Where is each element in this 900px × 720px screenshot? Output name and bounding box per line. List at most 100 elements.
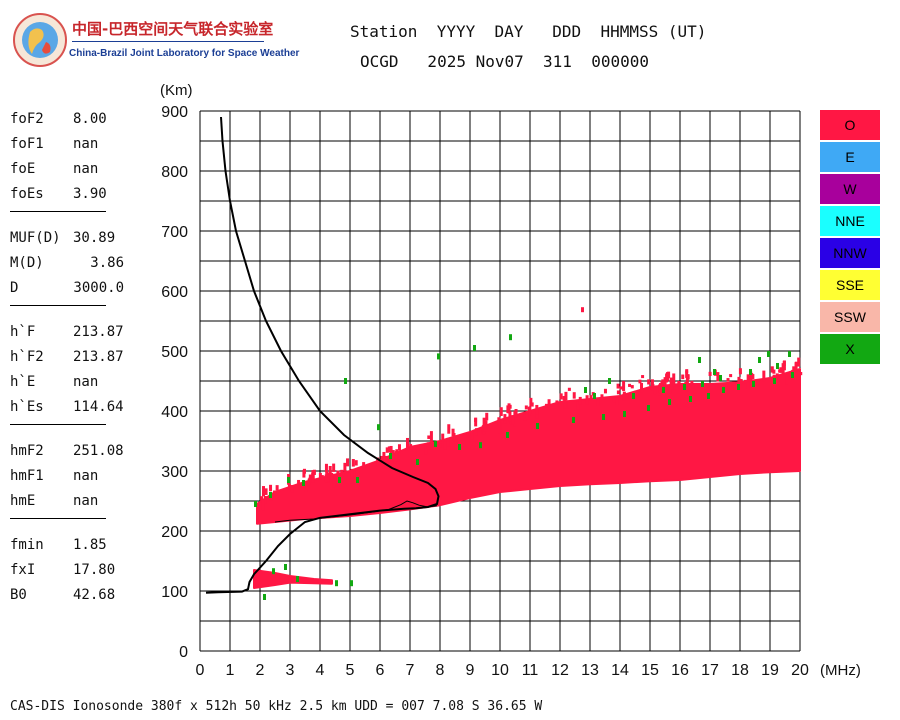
o-mode-echo xyxy=(441,433,445,442)
legend-item-o: O xyxy=(820,110,880,140)
o-mode-echo xyxy=(351,459,355,467)
o-mode-echo xyxy=(474,428,478,436)
x-mode-echo xyxy=(296,576,299,582)
x-mode-echo xyxy=(701,381,704,387)
x-tick-label: 9 xyxy=(466,662,475,679)
x-tick-label: 11 xyxy=(522,662,539,679)
x-mode-echo xyxy=(389,453,392,459)
x-mode-echo xyxy=(254,501,257,507)
plot-axes: 0 1 2 3 4 5 6 7 8 9 10 11 12 13 14 15 16 17 18 19 2001002003… xyxy=(161,104,809,679)
o-mode-echo xyxy=(544,403,548,408)
scaled-trace-line xyxy=(274,500,438,523)
o-mode-echo xyxy=(528,406,532,414)
x-mode-echo xyxy=(632,393,635,399)
x-mode-echo xyxy=(458,444,461,450)
o-mode-echo xyxy=(691,384,695,389)
o-mode-echo xyxy=(716,372,720,382)
plot-grid xyxy=(199,110,801,652)
o-mode-echo xyxy=(616,383,620,389)
o-mode-echo xyxy=(603,388,607,394)
y-tick-label: 600 xyxy=(161,284,188,301)
param-row-mufd: MUF(D) 30.89 xyxy=(10,230,116,246)
param-row-foEs: foEs 3.90 xyxy=(10,186,107,202)
y-tick-label: 800 xyxy=(161,164,188,181)
o-mode-echo xyxy=(562,395,566,401)
o-mode-echo xyxy=(779,367,783,373)
o-mode-echo xyxy=(485,412,489,421)
x-mode-echo xyxy=(737,384,740,390)
o-mode-echo xyxy=(737,376,741,382)
o-mode-echo xyxy=(413,449,417,456)
legend-item-nnw: NNW xyxy=(820,238,880,268)
o-mode-echo xyxy=(320,475,324,479)
o-mode-echo xyxy=(596,399,600,406)
x-mode-echo xyxy=(713,369,716,375)
o-mode-echo xyxy=(446,437,450,447)
o-mode-echo xyxy=(511,415,515,425)
y-tick-label: 400 xyxy=(161,404,188,421)
o-mode-echo xyxy=(638,379,642,384)
x-mode-echo xyxy=(593,393,596,399)
y-tick-label: 0 xyxy=(179,644,188,661)
x-axis-label: (MHz) xyxy=(820,662,861,679)
o-mode-echo xyxy=(482,417,486,426)
o-mode-echo xyxy=(307,478,311,486)
x-mode-echo xyxy=(338,477,341,483)
y-tick-label: 300 xyxy=(161,464,188,481)
x-mode-echo xyxy=(722,387,725,393)
o-mode-echo xyxy=(772,369,776,374)
o-mode-echo xyxy=(708,383,712,390)
o-mode-echo xyxy=(653,387,657,395)
o-mode-echo xyxy=(770,366,774,373)
o-mode-echo xyxy=(647,379,651,385)
o-mode-echo xyxy=(275,485,279,491)
o-mode-echo xyxy=(305,481,309,489)
o-mode-echo xyxy=(530,402,534,407)
o-mode-echo xyxy=(589,395,593,399)
x-mode-echo xyxy=(350,580,353,587)
o-mode-echo xyxy=(261,499,265,511)
o-mode-echo xyxy=(483,422,487,432)
x-mode-echo xyxy=(791,372,794,378)
x-tick-label: 8 xyxy=(436,662,445,679)
o-mode-echo xyxy=(685,374,689,385)
o-mode-echo xyxy=(328,465,332,476)
o-mode-echo xyxy=(385,447,389,453)
param-row-d: D 3000.0 xyxy=(10,280,124,296)
param-row-hmf2: hmF2 251.08 xyxy=(10,443,124,459)
x-mode-echo xyxy=(479,442,482,449)
param-row-hme: hmE nan xyxy=(10,493,99,509)
o-mode-echo xyxy=(264,488,268,495)
o-mode-echo xyxy=(708,371,712,376)
x-tick-label: 15 xyxy=(641,662,659,679)
x-mode-echo xyxy=(602,414,605,420)
o-mode-echo xyxy=(535,404,539,415)
o-mode-echo xyxy=(389,445,393,455)
param-row-he: h`E nan xyxy=(10,374,99,390)
o-mode-echo xyxy=(273,490,277,497)
o-mode-echo xyxy=(729,374,733,378)
param-separator xyxy=(10,518,106,519)
polarization-legend: O E W NNE NNW SSE SSW X xyxy=(820,110,880,366)
o-mode-echo xyxy=(628,383,632,387)
o-mode-echo xyxy=(513,416,517,427)
o-mode-echo xyxy=(454,438,458,449)
o-mode-echo xyxy=(681,374,685,380)
lab-logo: 中国-巴西空间天气联合实验室 China-Brazil Joint Labora… xyxy=(12,12,299,70)
param-row-foF2: foF2 8.00 xyxy=(10,111,107,127)
x-mode-echo xyxy=(263,594,266,600)
legend-item-w: W xyxy=(820,174,880,204)
o-mode-echo xyxy=(792,366,796,372)
o-mode-echo xyxy=(749,371,753,382)
o-mode-echo xyxy=(332,478,336,488)
o-mode-echo xyxy=(524,405,528,410)
o-mode-echo xyxy=(563,399,567,409)
o-mode-echo xyxy=(555,400,559,405)
o-mode-echo xyxy=(797,357,801,367)
o-mode-echo xyxy=(757,379,761,385)
x-tick-label: 17 xyxy=(701,662,719,679)
o-mode-echo xyxy=(567,400,571,409)
o-mode-echo xyxy=(791,369,795,374)
x-mode-echo xyxy=(773,378,776,384)
